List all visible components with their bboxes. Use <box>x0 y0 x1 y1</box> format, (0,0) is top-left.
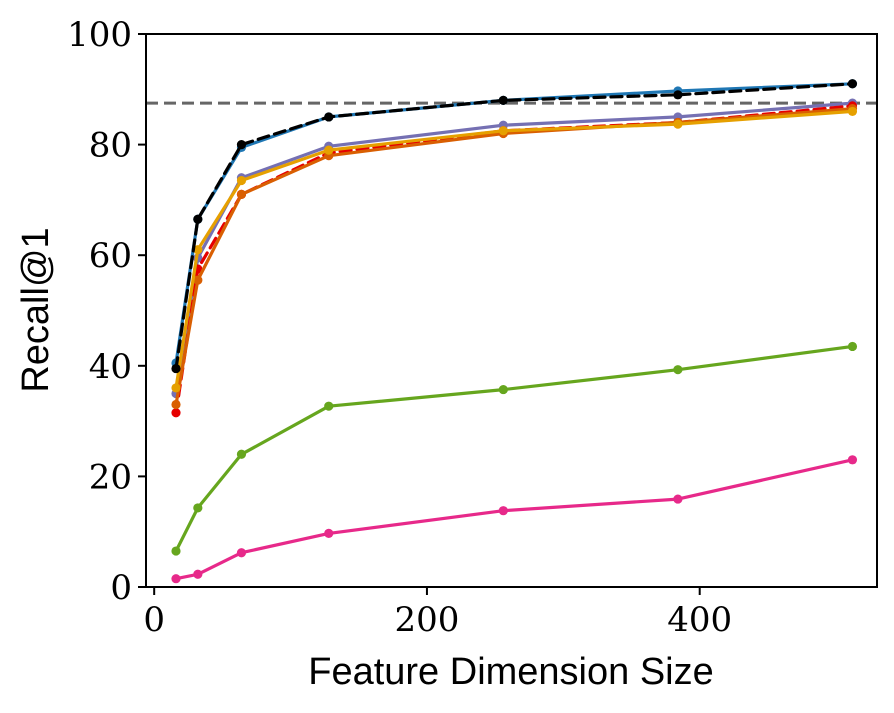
data-point-7-5 <box>673 494 683 504</box>
series-line-6 <box>174 344 855 553</box>
data-point-5-4 <box>498 95 508 105</box>
data-point-7-0 <box>171 574 181 584</box>
data-point-4-6 <box>847 106 858 117</box>
data-point-3-0 <box>171 399 181 410</box>
data-point-6-3 <box>324 401 334 411</box>
data-point-4-0 <box>171 383 181 393</box>
data-point-7-2 <box>236 548 247 558</box>
data-point-5-5 <box>673 90 683 100</box>
data-point-3-1 <box>193 275 203 285</box>
data-point-6-0 <box>171 546 181 556</box>
series-line-5 <box>174 82 855 371</box>
series-line-2 <box>174 104 855 415</box>
data-point-5-6 <box>847 79 858 89</box>
y-axis-label: Recall@1 <box>15 227 57 392</box>
data-point-6-2 <box>236 449 247 459</box>
plot-frame <box>145 33 878 588</box>
plot-area: 0 200 400 0 20 40 60 80 100 <box>67 15 878 640</box>
x-axis-label: Feature Dimension Size <box>308 651 714 693</box>
data-point-7-3 <box>324 528 334 538</box>
y-tick-label-2: 40 <box>89 347 132 387</box>
data-point-7-6 <box>847 455 858 465</box>
data-point-4-3 <box>324 145 334 155</box>
y-tick-label-0: 0 <box>110 568 132 608</box>
data-point-6-1 <box>193 503 203 513</box>
x-tick-label-1: 200 <box>394 600 459 640</box>
x-tick-label-2: 400 <box>667 600 732 640</box>
data-point-4-2 <box>236 175 247 186</box>
y-tick-label-4: 80 <box>89 126 132 166</box>
x-tick-label-0: 0 <box>143 600 165 640</box>
data-point-3-2 <box>236 189 247 199</box>
data-point-6-4 <box>498 384 508 395</box>
data-point-7-4 <box>498 506 508 516</box>
y-tick-label-3: 60 <box>89 236 132 276</box>
series-line-4 <box>174 109 855 390</box>
data-point-5-1 <box>193 214 203 224</box>
data-point-4-4 <box>498 126 508 136</box>
data-point-5-3 <box>324 112 334 122</box>
series-line-7 <box>174 458 855 581</box>
data-point-6-5 <box>673 365 683 375</box>
data-point-6-6 <box>847 341 858 352</box>
series-line-1 <box>174 101 855 396</box>
data-point-2-0 <box>171 408 181 418</box>
data-point-5-2 <box>236 140 247 150</box>
data-point-4-1 <box>193 245 203 255</box>
y-tick-label-5: 100 <box>67 15 132 55</box>
data-point-4-5 <box>673 119 683 129</box>
y-tick-label-1: 20 <box>89 457 132 497</box>
data-point-7-1 <box>193 569 203 579</box>
data-point-5-0 <box>171 363 181 374</box>
